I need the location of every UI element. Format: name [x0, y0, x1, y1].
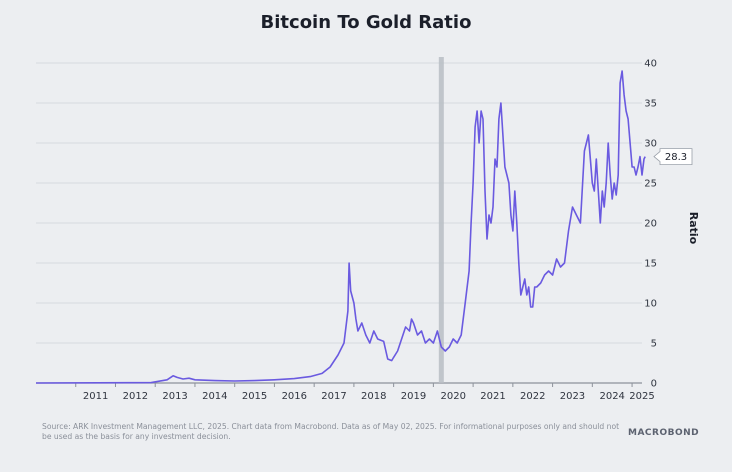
x-tick-label: 2021	[480, 391, 505, 402]
y-axis-label: Ratio	[687, 212, 700, 245]
x-tick-label: 2014	[202, 391, 227, 402]
x-tick-label: 2015	[242, 391, 267, 402]
x-tick-label: 2024	[599, 391, 624, 402]
y-tick-label: 20	[644, 219, 657, 230]
x-tick-label: 2017	[321, 391, 346, 402]
x-axis-ticks: 2011 2012 2013 2014 2015 2016 2017 2018 2019 2020…	[75, 383, 655, 402]
x-tick-label: 2023	[560, 391, 585, 402]
macrobond-logo: MACROBOND	[628, 428, 700, 438]
y-tick-label: 25	[644, 179, 657, 190]
x-tick-label: 2019	[401, 391, 426, 402]
x-tick-label: 2011	[83, 391, 108, 402]
y-tick-label: 30	[644, 139, 657, 150]
x-tick-label: 2016	[282, 391, 307, 402]
y-tick-label: 0	[651, 379, 657, 390]
x-tick-label: 2018	[361, 391, 386, 402]
chart-title: Bitcoin To Gold Ratio	[260, 12, 472, 33]
last-value-label: 28.3	[665, 152, 687, 163]
x-tick-label: 2020	[441, 391, 466, 402]
y-tick-label: 15	[644, 259, 657, 270]
highlight-date-band	[438, 57, 444, 383]
last-value-callout: 28.3	[653, 148, 693, 165]
y-tick-label: 40	[644, 59, 657, 70]
y-tick-label: 35	[644, 99, 657, 110]
y-axis-ticks: 0 5 10 15 20 25 30 35 40	[644, 59, 657, 390]
x-tick-label: 2025	[629, 391, 654, 402]
last-value-callout-box	[653, 148, 693, 165]
gridlines	[36, 62, 642, 384]
x-tick-label: 2012	[123, 391, 148, 402]
x-tick-label: 2022	[520, 391, 545, 402]
x-tick-label: 2013	[162, 391, 187, 402]
y-tick-label: 10	[644, 299, 657, 310]
source-note: Source: ARK Investment Management LLC, 2…	[42, 422, 620, 441]
series-line	[35, 70, 646, 384]
y-tick-label: 5	[651, 339, 657, 350]
